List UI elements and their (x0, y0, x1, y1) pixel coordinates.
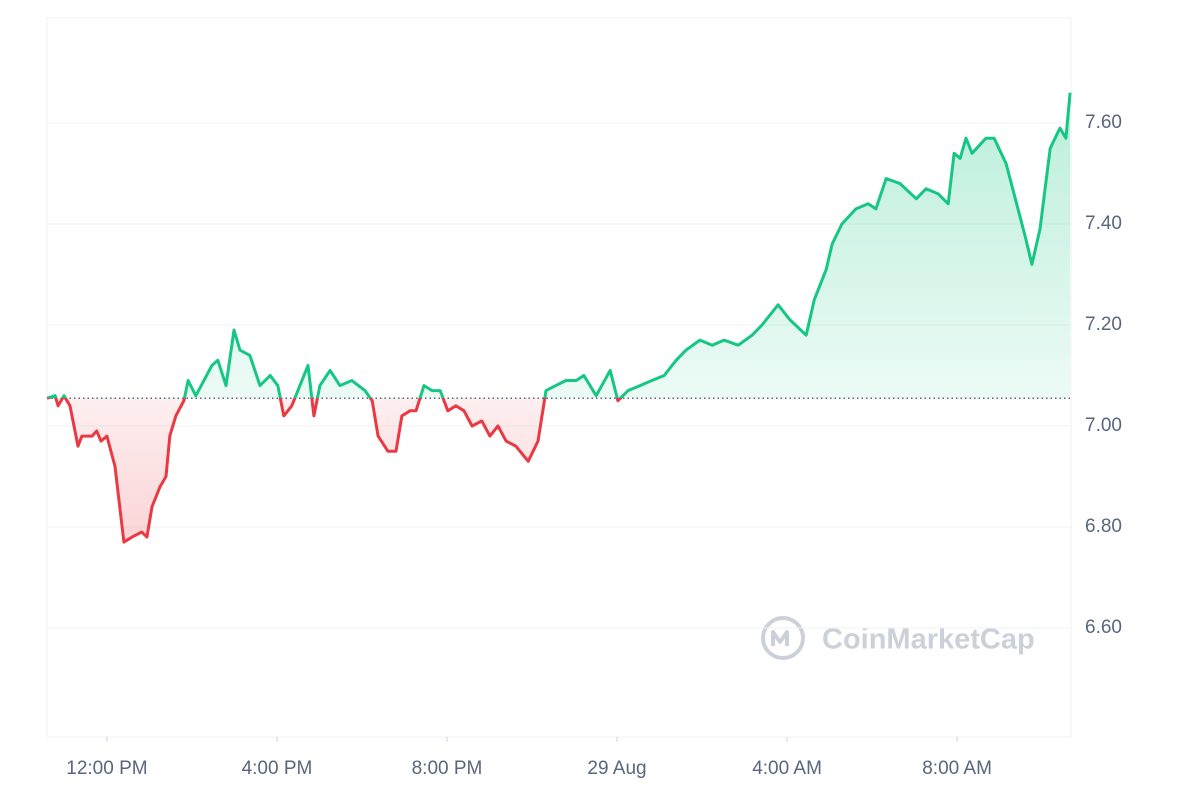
x-tick-label: 4:00 PM (242, 758, 313, 779)
watermark: CoinMarketCap (761, 616, 1035, 660)
x-tick-label: 29 Aug (587, 758, 646, 779)
y-tick-label: 7.20 (1085, 314, 1122, 335)
y-tick-label: 7.40 (1085, 213, 1122, 234)
watermark-logo-mark (771, 630, 789, 646)
watermark-logo (761, 616, 805, 660)
x-tick-label: 8:00 PM (412, 758, 483, 779)
price-line (46, 92, 1072, 544)
plot-frame (46, 17, 1072, 738)
y-tick-label: 7.00 (1085, 415, 1122, 436)
price-area (47, 92, 1071, 543)
y-tick-label: 7.60 (1085, 112, 1122, 133)
watermark-text: CoinMarketCap (822, 624, 1035, 656)
x-tick-label: 8:00 AM (922, 758, 992, 779)
x-tick-label: 12:00 PM (66, 758, 147, 779)
x-tick-label: 4:00 AM (752, 758, 822, 779)
y-tick-label: 6.80 (1085, 516, 1122, 537)
y-tick-label: 6.60 (1085, 617, 1122, 638)
